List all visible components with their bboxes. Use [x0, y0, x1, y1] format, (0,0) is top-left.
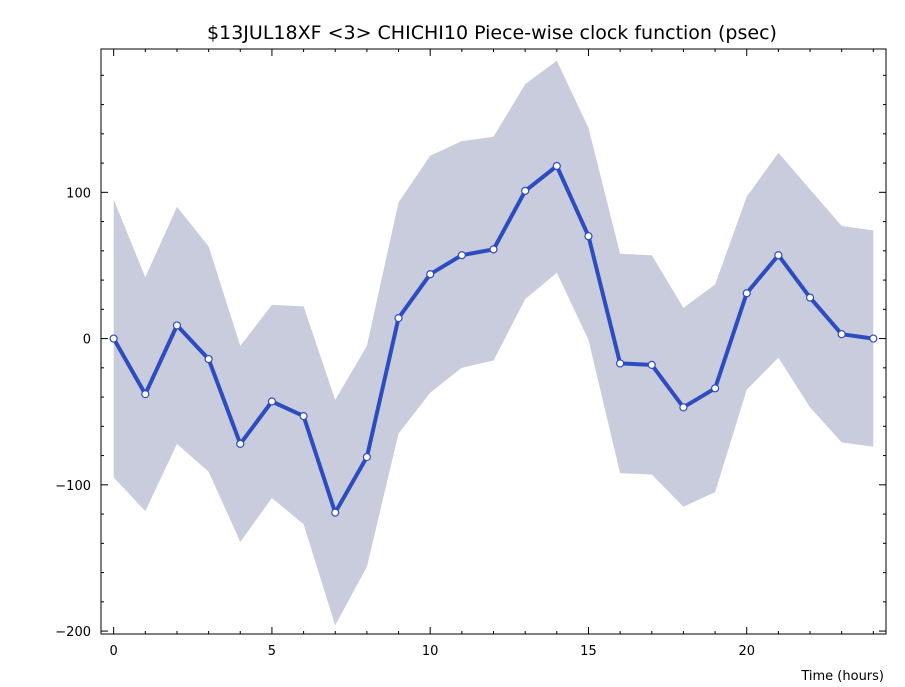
data-point [426, 270, 435, 279]
data-point [584, 232, 593, 241]
data-point [805, 293, 815, 302]
data-point [552, 161, 561, 171]
data-point [236, 439, 245, 448]
data-point [331, 508, 340, 517]
data-point [394, 314, 403, 323]
data-point [141, 390, 150, 399]
data-point [837, 330, 846, 339]
data-point [457, 251, 466, 260]
y-tick-label: 0 [83, 333, 91, 348]
plot-area: 0 5 10 15 20 −200 −100 0 100 [55, 48, 887, 659]
data-point [679, 403, 688, 412]
data-point [489, 245, 498, 254]
data-point [742, 289, 751, 298]
data-point [521, 186, 530, 195]
data-point [869, 334, 878, 343]
data-point [109, 334, 118, 343]
x-tick-label: 20 [738, 644, 755, 659]
uncertainty-band [113, 60, 874, 626]
y-tick-label: −200 [55, 625, 91, 640]
data-point [172, 321, 182, 330]
y-tick-label: 100 [66, 186, 91, 201]
data-point [362, 452, 371, 462]
y-tick-label: −100 [55, 479, 91, 494]
x-tick-label: 15 [580, 644, 597, 659]
x-tick-label: 10 [422, 644, 439, 659]
data-point [267, 397, 277, 406]
data-point [774, 251, 783, 260]
x-axis-label: Time (hours) [800, 669, 884, 684]
x-tick-label: 5 [268, 644, 276, 659]
data-point [204, 354, 213, 364]
data-point [647, 360, 656, 369]
data-point [710, 384, 720, 393]
data-point [299, 411, 308, 421]
chart-title: $13JUL18XF <3> CHICHI10 Piece-wise clock… [207, 22, 777, 44]
data-point [616, 359, 625, 368]
x-tick-label: 0 [110, 644, 118, 659]
